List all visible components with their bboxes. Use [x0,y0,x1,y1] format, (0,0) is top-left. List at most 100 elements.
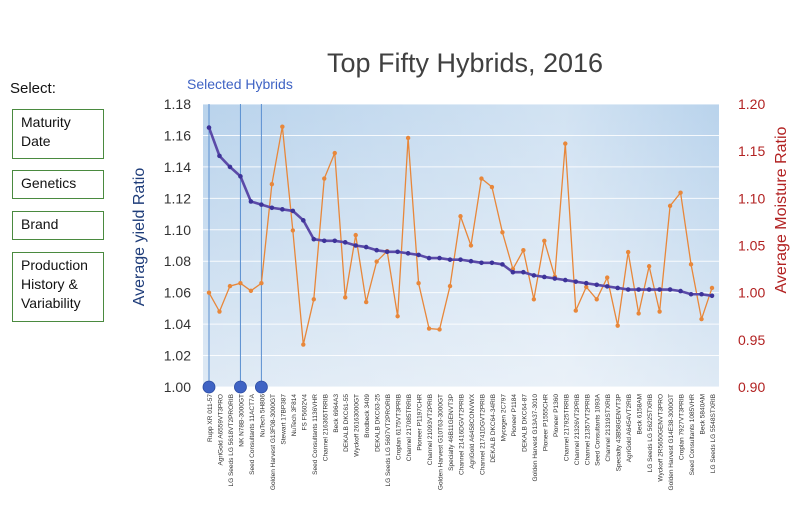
moisture-point [248,288,254,293]
yield-point [259,202,264,207]
selection-marker[interactable] [254,380,268,394]
x-tick-label: Seed Consultants 1093A [595,393,602,466]
moisture-point [426,326,432,331]
left-tick-label: 1.10 [164,222,191,238]
yield-point [500,262,505,267]
yield-point [458,257,463,262]
x-tick-label: Channel 21319STXRIB [605,394,612,462]
yield-point [227,164,233,170]
x-tick-label: Channel 217085TRRIB [406,394,413,461]
yield-point [510,269,516,275]
left-tick-label: 1.02 [164,348,191,364]
yield-point [594,282,600,288]
genetics-button[interactable]: Genetics [12,170,104,199]
moisture-point [699,316,704,322]
yield-point [437,255,442,261]
moisture-point [458,214,463,219]
yield-point [542,274,547,280]
yield-point [384,249,390,255]
yield-point [311,236,317,242]
x-axis-labels: Rupp XR 011-57 AgriGold A6559VT3PRO LG See… [207,393,717,490]
moisture-point [332,150,337,156]
yield-point [521,269,526,275]
maturity-date-button[interactable]: Maturity Date [12,109,104,159]
selection-marker[interactable] [202,380,216,394]
yield-point [531,273,537,278]
moisture-point [542,238,547,243]
moisture-point [521,248,526,253]
left-tick-label: 1.08 [164,253,191,269]
x-tick-label: DEKALB DKC61-55 [343,394,350,452]
x-tick-label: Channel 21741DGVT2PRIB [479,394,486,475]
chart-title: Top Fifty Hybrids, 2016 [327,48,603,78]
moisture-point [636,311,641,316]
right-tick-label: 1.00 [738,285,765,301]
right-tick-label: 1.05 [738,238,765,254]
yield-series [206,125,715,299]
x-tick-label: Channel 21093VT2PRIB [427,394,434,465]
moisture-point [594,297,599,302]
x-tick-label: Wyckoff 26163000GT [354,394,361,457]
x-tick-label: Golden Harvest G13A37-3010 [532,394,539,482]
selection-markers[interactable] [202,380,268,394]
selection-marker[interactable] [234,380,247,394]
x-tick-label: Channel 21357VT2PRIB [584,394,591,465]
yield-point [573,279,579,284]
x-tick-label: Pioneer P1184 [511,394,518,437]
moisture-point [500,230,505,235]
yield-point [217,153,222,159]
yield-point [688,291,694,297]
x-tick-label: Brodbeck 3409 [364,394,371,438]
yield-point [562,277,568,283]
moisture-point [353,232,358,238]
moisture-point [667,203,673,209]
x-tick-label: Channel 21416DGVT2PRIB [459,394,466,475]
x-tick-label: Beck 5840AM [700,394,707,434]
moisture-point [437,327,442,332]
moisture-point [395,314,400,319]
x-tick-label: Stewart 17BP387 [280,394,287,445]
yield-point [646,287,652,292]
x-tick-label: Channel 217925TRRIB [563,394,570,461]
x-tick-label: Channel 216365TRRIB [322,394,329,461]
yield-point [489,260,495,266]
yield-point [615,285,620,291]
moisture-point [259,281,264,286]
x-tick-label: DEKALB DKC64-34RIB [490,394,497,463]
x-tick-label: Golden Harvest G13F08-3000GT [270,394,277,490]
moisture-point [217,309,222,314]
brand-button[interactable]: Brand [12,211,104,240]
x-tick-label: Seed Consultants 11ACT7A [249,393,256,474]
left-tick-label: 1.06 [164,285,191,301]
yield-point [468,258,474,264]
x-tick-label: AgriGold A6458CONVWX [469,393,476,468]
x-tick-label: LG Seeds LG 5618VT2PRORIB [228,394,235,487]
yield-point [426,255,432,261]
right-axis-ticks: 0.90 0.95 1.00 1.05 1.10 1.15 1.20 [738,96,765,395]
select-label: Select: [10,80,56,97]
yield-point [405,251,411,256]
gridlines [203,103,719,388]
moisture-point [374,259,379,264]
moisture-point [343,295,348,300]
moisture-point [363,299,369,305]
x-tick-label: Croplan 6175VT3PRIB [396,394,403,460]
moisture-point [531,297,537,302]
yield-point [625,287,631,292]
yield-point [280,207,285,212]
moisture-point [405,135,411,141]
yield-point [374,247,379,253]
moisture-point [709,285,715,291]
production-history-button[interactable]: Production History & Variability [12,252,104,322]
yield-point [678,288,683,294]
moisture-point [584,284,589,290]
x-tick-label: Seed Consultants 1136VHR [312,394,319,475]
yield-point [290,208,296,214]
yield-point [363,244,369,250]
moisture-point [615,323,620,328]
yield-point [395,249,400,255]
yield-point [353,243,359,248]
y-axis-label: Average yield Ratio [131,168,148,307]
x-tick-label: Croplan 7927VT3PRIB [679,394,686,460]
moisture-point [657,309,662,314]
